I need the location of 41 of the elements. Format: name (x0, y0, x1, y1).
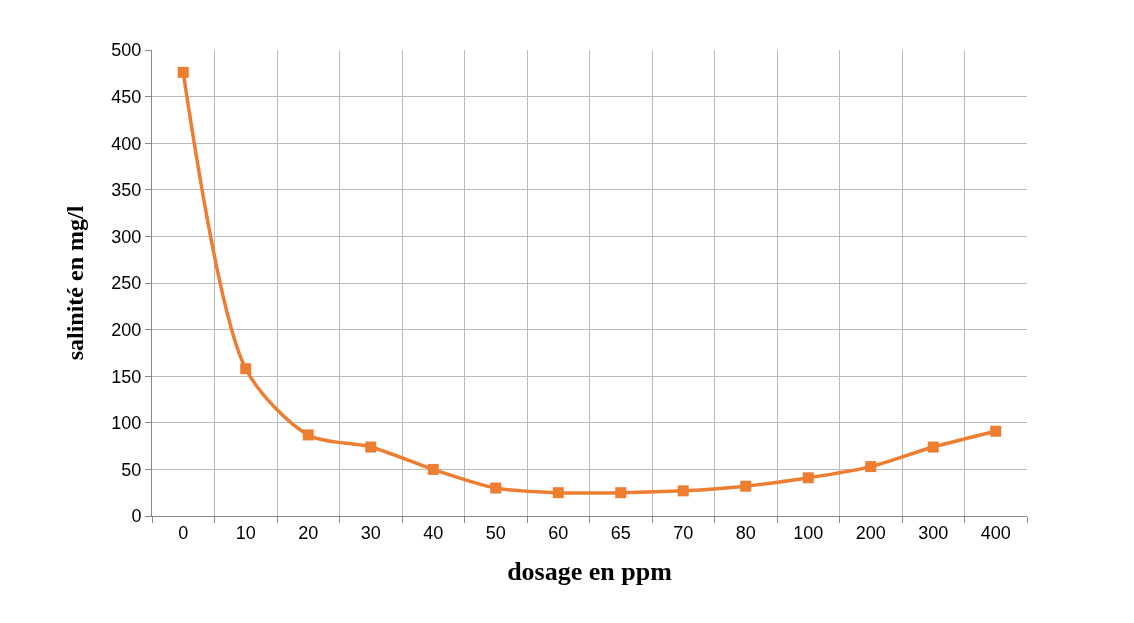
y-tick-label: 200 (111, 319, 142, 340)
x-tick-label: 300 (918, 522, 949, 543)
x-tick-label: 65 (610, 522, 631, 543)
x-tick-label: 200 (855, 522, 886, 543)
x-tick-label: 0 (178, 522, 189, 543)
point (865, 461, 877, 473)
x-tick-label: 40 (423, 522, 444, 543)
point (177, 66, 189, 78)
point (240, 363, 252, 375)
point (677, 485, 689, 497)
point (302, 429, 314, 441)
point (927, 441, 939, 453)
x-tick-label: 80 (735, 522, 756, 543)
x-tick-label: 10 (235, 522, 256, 543)
x-tick-label: 70 (673, 522, 694, 543)
point (427, 463, 439, 475)
point (990, 425, 1002, 437)
x-tick-label: 60 (548, 522, 569, 543)
x-tick-label: 100 (793, 522, 824, 543)
point (365, 441, 377, 453)
y-tick-label: 450 (111, 86, 142, 107)
y-tick-label: 150 (111, 366, 142, 387)
y-tick-label: 350 (111, 180, 142, 201)
x-axis-title: dosage en ppm (507, 557, 673, 587)
x-tick-label: 50 (485, 522, 506, 543)
point (490, 482, 502, 494)
y-tick-label: 400 (111, 133, 142, 154)
y-tick-label: 0 (131, 506, 142, 527)
y-tick-label: 500 (111, 40, 142, 61)
point (552, 487, 564, 499)
x-tick-label: 400 (980, 522, 1011, 543)
x-tick-label: 30 (360, 522, 381, 543)
x-tick-label: 20 (298, 522, 319, 543)
point (802, 472, 814, 484)
point (615, 487, 627, 499)
y-tick-label: 250 (111, 273, 142, 294)
y-tick-label: 50 (121, 459, 142, 480)
y-tick-label: 300 (111, 226, 142, 247)
y-tick-label: 100 (111, 413, 142, 434)
point (740, 480, 752, 492)
y-axis-title: salinité en mg/l (62, 205, 89, 361)
